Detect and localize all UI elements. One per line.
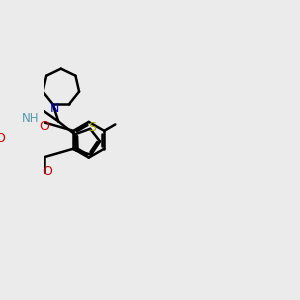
Text: O: O [39,120,49,133]
Text: NH: NH [21,112,39,124]
Text: S: S [88,121,96,134]
Text: N: N [50,102,59,115]
Text: O: O [43,165,52,178]
Text: O: O [0,132,5,145]
